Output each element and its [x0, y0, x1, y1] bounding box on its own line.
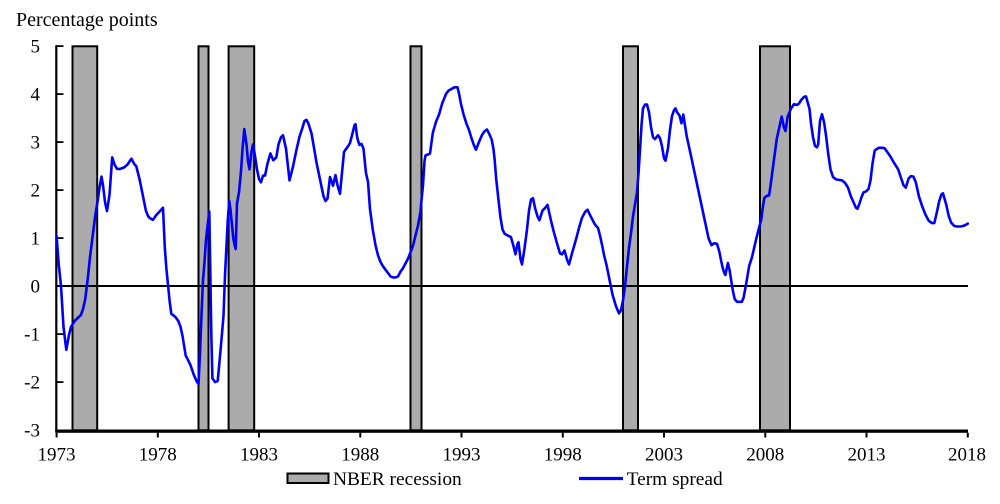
svg-text:2018: 2018: [948, 444, 986, 465]
svg-text:1983: 1983: [240, 444, 278, 465]
svg-text:-2: -2: [24, 372, 40, 393]
svg-text:-3: -3: [24, 420, 40, 441]
svg-text:-1: -1: [24, 324, 40, 345]
svg-text:4: 4: [31, 84, 41, 105]
svg-text:NBER recession: NBER recession: [333, 469, 462, 490]
svg-text:1988: 1988: [341, 444, 379, 465]
svg-text:1973: 1973: [38, 444, 76, 465]
svg-text:0: 0: [31, 276, 41, 297]
svg-text:5: 5: [31, 36, 41, 57]
svg-text:1: 1: [31, 228, 41, 249]
svg-text:2008: 2008: [746, 444, 784, 465]
svg-text:2013: 2013: [848, 444, 886, 465]
svg-text:1978: 1978: [139, 444, 177, 465]
svg-text:3: 3: [31, 132, 41, 153]
svg-text:1998: 1998: [544, 444, 582, 465]
svg-text:Percentage points: Percentage points: [16, 9, 158, 31]
svg-text:2003: 2003: [645, 444, 683, 465]
svg-text:Term spread: Term spread: [627, 469, 723, 490]
svg-text:1993: 1993: [443, 444, 481, 465]
svg-text:2: 2: [31, 180, 41, 201]
